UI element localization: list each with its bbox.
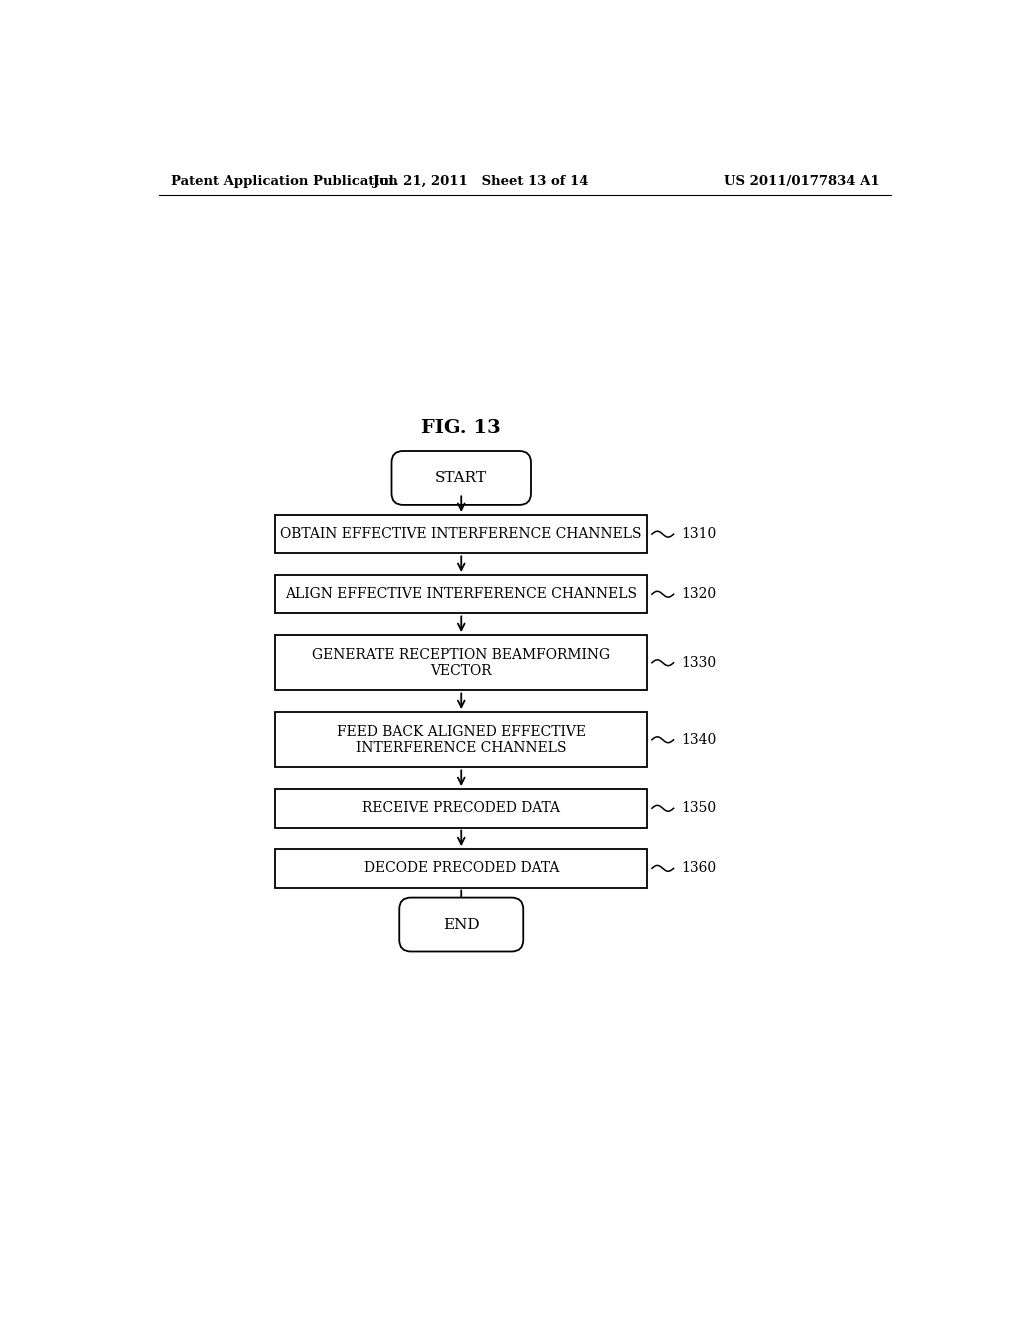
Text: GENERATE RECEPTION BEAMFORMING
VECTOR: GENERATE RECEPTION BEAMFORMING VECTOR: [312, 648, 610, 678]
Text: DECODE PRECODED DATA: DECODE PRECODED DATA: [364, 862, 559, 875]
FancyBboxPatch shape: [275, 789, 647, 828]
Text: 1310: 1310: [681, 527, 717, 541]
Text: 1350: 1350: [681, 801, 717, 816]
Text: Patent Application Publication: Patent Application Publication: [171, 176, 397, 189]
Text: 1360: 1360: [681, 862, 717, 875]
Text: RECEIVE PRECODED DATA: RECEIVE PRECODED DATA: [362, 801, 560, 816]
Text: ALIGN EFFECTIVE INTERFERENCE CHANNELS: ALIGN EFFECTIVE INTERFERENCE CHANNELS: [286, 587, 637, 601]
Text: END: END: [443, 917, 479, 932]
FancyBboxPatch shape: [275, 635, 647, 690]
FancyBboxPatch shape: [391, 451, 531, 506]
FancyBboxPatch shape: [275, 849, 647, 887]
FancyBboxPatch shape: [275, 576, 647, 614]
Text: US 2011/0177834 A1: US 2011/0177834 A1: [724, 176, 880, 189]
FancyBboxPatch shape: [399, 898, 523, 952]
Text: FEED BACK ALIGNED EFFECTIVE
INTERFERENCE CHANNELS: FEED BACK ALIGNED EFFECTIVE INTERFERENCE…: [337, 725, 586, 755]
FancyBboxPatch shape: [275, 515, 647, 553]
Text: 1340: 1340: [681, 733, 717, 747]
Text: 1320: 1320: [681, 587, 717, 601]
Text: FIG. 13: FIG. 13: [421, 418, 501, 437]
Text: START: START: [435, 471, 487, 484]
Text: OBTAIN EFFECTIVE INTERFERENCE CHANNELS: OBTAIN EFFECTIVE INTERFERENCE CHANNELS: [281, 527, 642, 541]
Text: Jul. 21, 2011   Sheet 13 of 14: Jul. 21, 2011 Sheet 13 of 14: [373, 176, 589, 189]
Text: 1330: 1330: [681, 656, 717, 669]
FancyBboxPatch shape: [275, 711, 647, 767]
